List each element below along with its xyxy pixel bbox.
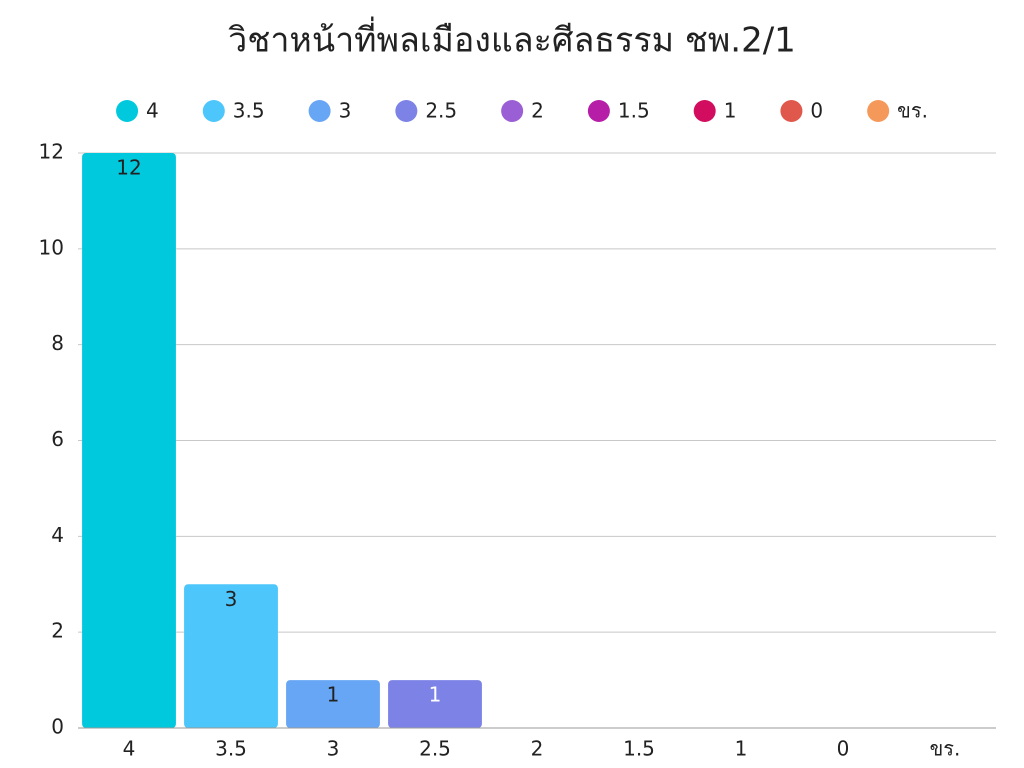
legend-label: 2.5 [425,99,457,123]
bar [184,584,278,728]
chart-title: วิชาหน้าที่พลเมืองและศีลธรรม ชพ.2/1 [228,17,796,61]
y-tick-label: 8 [51,331,64,355]
bar [286,680,380,728]
x-tick-label: ขร. [930,737,961,761]
x-tick-label: 2 [531,737,544,761]
legend-swatch [116,100,139,122]
legend-swatch [867,100,890,122]
legend-swatch [693,100,716,122]
legend: 4 3.5 3 2.5 2 1.5 1 0 ขร. [116,99,928,123]
data-label: 1 [327,683,340,707]
legend-label: 3 [339,99,352,123]
x-tick-label: 3.5 [215,737,247,761]
legend-swatch [395,100,418,122]
legend-label: 2 [531,99,544,123]
x-tick-label: 1 [735,737,748,761]
legend-label: 0 [810,99,823,123]
y-tick-label: 2 [51,619,64,643]
y-tick-label: 12 [39,140,64,164]
legend-swatch [587,100,610,122]
x-tick-label: 3 [327,737,340,761]
data-label: 1 [429,683,442,707]
y-tick-label: 0 [51,715,64,739]
bar [388,680,482,728]
x-tick-label: 0 [837,737,850,761]
legend-swatch [308,100,331,122]
legend-label: 1 [724,99,737,123]
y-tick-label: 10 [39,235,64,259]
data-label: 3 [225,587,238,611]
legend-label: 1.5 [618,99,650,123]
y-tick-label: 6 [51,427,64,451]
x-tick-label: 1.5 [623,737,655,761]
x-tick-label: 2.5 [419,737,451,761]
bar [82,153,176,728]
legend-label: ขร. [897,99,928,123]
legend-swatch [501,100,524,122]
legend-swatch [202,100,225,122]
legend-label: 4 [146,99,159,123]
legend-label: 3.5 [233,99,265,123]
x-tick-label: 4 [123,737,136,761]
y-tick-label: 4 [51,523,64,547]
data-label: 12 [116,156,141,180]
legend-swatch [780,100,803,122]
